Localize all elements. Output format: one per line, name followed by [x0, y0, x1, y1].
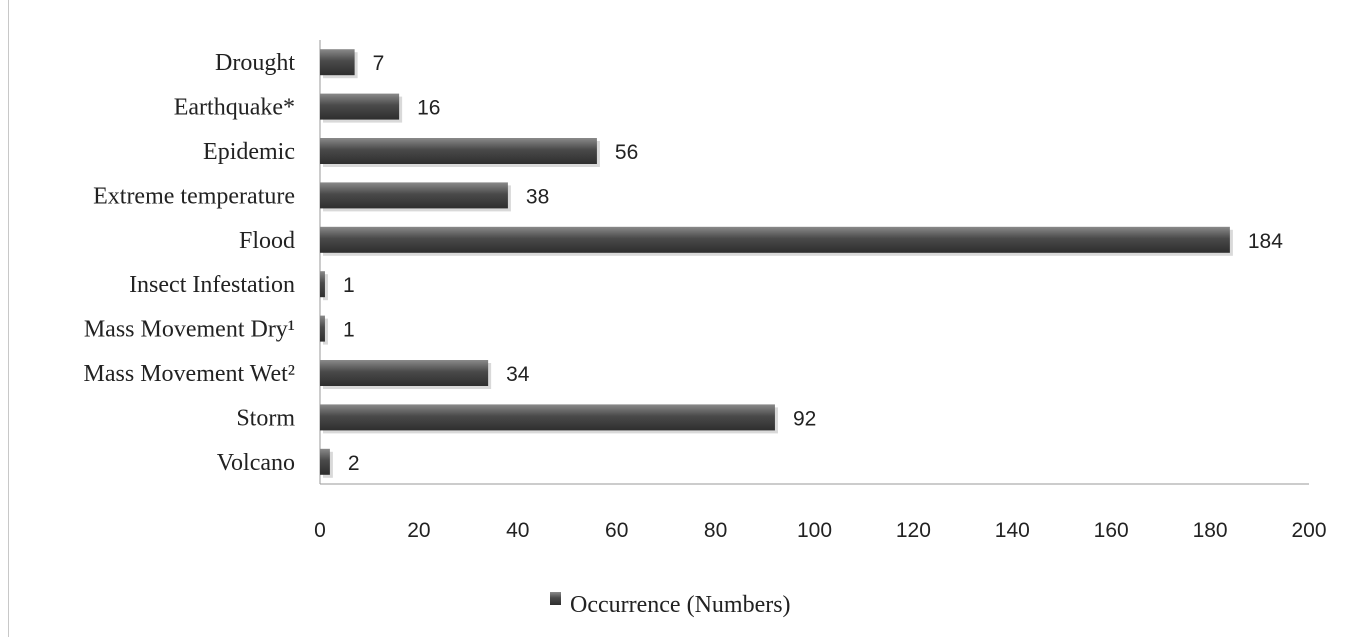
category-label: Volcano — [217, 450, 295, 476]
legend-label: Occurrence (Numbers) — [570, 592, 791, 618]
data-label: 2 — [348, 452, 360, 475]
x-tick-label: 80 — [704, 519, 727, 542]
category-label: Earthquake* — [174, 95, 295, 121]
plot-area: 0 20 40 60 80 100 120 140 160 180 200 Drought 7 Earth… — [84, 40, 1327, 542]
data-label: 184 — [1248, 230, 1283, 253]
bar — [320, 138, 597, 164]
figure-frame-line — [8, 0, 9, 637]
data-label: 56 — [615, 141, 638, 164]
data-label: 1 — [343, 274, 355, 297]
bar — [320, 49, 355, 76]
category-label: Mass Movement Dry¹ — [84, 317, 295, 343]
data-label: 92 — [793, 407, 816, 430]
bar-shadow — [323, 318, 328, 345]
x-tick-label: 120 — [896, 519, 931, 542]
data-label: 16 — [417, 97, 440, 120]
x-tick-label: 140 — [995, 519, 1030, 542]
bar — [320, 182, 508, 209]
x-tick-label: 180 — [1193, 519, 1228, 542]
data-label: 1 — [343, 319, 355, 342]
bar — [320, 360, 489, 386]
bar — [320, 226, 1230, 253]
x-tick-label: 200 — [1291, 519, 1326, 542]
data-label: 34 — [506, 363, 530, 386]
bar — [320, 271, 325, 298]
category-label: Insect Infestation — [129, 272, 295, 298]
bar — [320, 404, 775, 431]
bar — [320, 315, 325, 342]
x-tick-label: 100 — [797, 519, 832, 542]
data-label: 38 — [526, 185, 549, 208]
x-tick-label: 20 — [407, 519, 430, 542]
category-label: Extreme temperature — [93, 183, 295, 209]
category-label: Epidemic — [203, 139, 295, 165]
category-label: Mass Movement Wet² — [84, 361, 295, 387]
bar — [320, 448, 330, 475]
data-label: 7 — [373, 52, 385, 75]
bar-shadow — [323, 274, 328, 301]
legend-swatch — [550, 592, 561, 605]
x-tick-label: 40 — [506, 519, 529, 542]
category-label: Drought — [215, 50, 295, 76]
legend: Occurrence (Numbers) — [550, 592, 791, 618]
x-tick-label: 60 — [605, 519, 628, 542]
category-label: Flood — [239, 228, 295, 254]
category-label: Storm — [236, 405, 295, 431]
bar — [320, 93, 400, 120]
x-tick-label: 160 — [1094, 519, 1129, 542]
x-tick-label: 0 — [314, 519, 326, 542]
